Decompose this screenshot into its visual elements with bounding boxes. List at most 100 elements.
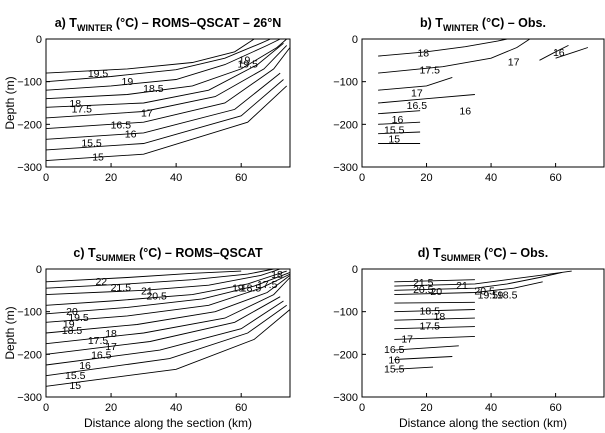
x-tick-label: 60: [235, 172, 247, 184]
contour-label: 16: [553, 47, 565, 59]
contour-label: 19.5: [68, 312, 89, 324]
contour-label: 17: [105, 341, 117, 353]
contour-line: [45, 42, 284, 108]
contour-label: 21.5: [413, 277, 434, 289]
contour-line: [539, 44, 569, 61]
contour-line: [45, 300, 284, 366]
contour-line: [394, 270, 572, 287]
contour-label: 17: [411, 87, 423, 99]
contour-line: [45, 277, 291, 345]
panel-title-prefix: a) T: [55, 16, 78, 30]
contour-label: 19: [232, 282, 244, 294]
contour-line: [45, 72, 281, 140]
x-axis-label: Distance along the section (km): [399, 416, 567, 430]
contour-label: 19: [63, 319, 75, 331]
contour-label: 18: [105, 328, 117, 340]
panel-title-prefix: b) T: [420, 16, 443, 30]
contour-label: 20.5: [474, 285, 495, 297]
contour-label: 16: [392, 114, 404, 126]
contour-label: 19: [492, 290, 504, 302]
y-tick-label: 0: [36, 264, 42, 276]
y-tick-label: 0: [352, 34, 358, 46]
panel-title-prefix: c) T: [73, 246, 96, 260]
contour-label: 19.5: [237, 59, 258, 71]
contour-line: [45, 271, 291, 315]
panel-title-subscript: SUMMER: [96, 253, 136, 263]
y-axis-label: Depth (m): [3, 306, 17, 359]
y-tick-label: 0: [352, 264, 358, 276]
contour-label: 17.5: [420, 65, 441, 77]
panel-title-subscript: WINTER: [77, 23, 113, 33]
y-tick-label: −100: [17, 77, 42, 89]
panel-title-subscript: SUMMER: [441, 253, 481, 263]
contour-label: 16: [388, 354, 400, 366]
contour-line: [45, 296, 281, 355]
panel-title-suffix: (°C) – Obs.: [481, 246, 549, 260]
x-tick-label: 40: [170, 402, 182, 414]
y-tick-label: −200: [333, 349, 358, 361]
contour-line: [45, 38, 271, 83]
x-tick-label: 60: [549, 172, 561, 184]
contour-label: 19: [121, 76, 133, 88]
contour-label: 18: [69, 98, 81, 110]
contour-line: [45, 79, 284, 151]
y-tick-label: −300: [17, 162, 42, 174]
contour-label: 18.5: [143, 83, 164, 95]
x-tick-label: 40: [170, 172, 182, 184]
contour-line: [394, 281, 543, 296]
contour-line: [378, 38, 508, 57]
contour-label: 18.5: [241, 282, 262, 294]
contour-line: [378, 121, 421, 125]
contour-label: 15: [388, 133, 400, 145]
contour-label: 17: [401, 334, 413, 346]
contour-line: [45, 275, 291, 334]
contour-line: [45, 304, 287, 377]
contour-line: [45, 270, 242, 283]
contour-line: [394, 279, 475, 283]
contour-label: 15.5: [384, 124, 405, 136]
x-tick-label: 60: [235, 402, 247, 414]
contour-line: [394, 335, 475, 340]
y-tick-label: −200: [333, 119, 358, 131]
y-tick-label: −300: [333, 162, 358, 174]
contour-label: 15.5: [81, 137, 102, 149]
contour-line: [378, 131, 421, 135]
y-tick-label: −100: [17, 307, 42, 319]
contour-label: 18.5: [62, 325, 83, 337]
contour-label: 18.5: [497, 290, 518, 302]
panel-title-suffix: (°C) – ROMS–QSCAT – 26°N: [112, 16, 281, 30]
contour-label: 18: [271, 269, 283, 281]
panel-title-subscript: WINTER: [443, 23, 479, 33]
y-tick-label: −200: [17, 349, 42, 361]
x-tick-label: 20: [420, 172, 432, 184]
contour-line: [378, 94, 475, 104]
y-tick-label: −200: [17, 119, 42, 131]
contour-line: [45, 270, 287, 306]
x-tick-label: 20: [105, 172, 117, 184]
contour-label: 16.5: [384, 344, 405, 356]
x-tick-label: 20: [420, 402, 432, 414]
contour-line: [45, 268, 281, 296]
contour-label: 22: [95, 276, 107, 288]
panel-b: 0 20 40 60 0 −100 −200 −300 b) TWINTER (°C) – Ob…: [333, 16, 605, 184]
panel-title-suffix: (°C) – Obs.: [478, 16, 546, 30]
contour-line: [378, 38, 531, 74]
contour-label: 21.5: [111, 282, 132, 294]
panel-title: c) TSUMMER (°C) – ROMS–QSCAT: [73, 246, 263, 263]
contour-label: 21: [456, 280, 468, 292]
contour-line: [378, 110, 421, 115]
contour-label: 17.5: [420, 320, 441, 332]
x-tick-label: 40: [485, 172, 497, 184]
contour-label: 16: [459, 106, 471, 118]
panel-title-suffix: (°C) – ROMS–QSCAT: [136, 246, 263, 260]
x-tick-label: 20: [105, 402, 117, 414]
x-tick-label: 60: [549, 402, 561, 414]
contour-label: 15: [69, 380, 81, 392]
axes-frame: [45, 38, 291, 168]
contour-label: 16: [79, 360, 91, 372]
contour-label: 16.5: [111, 119, 132, 131]
y-tick-label: −300: [17, 392, 42, 404]
y-tick-label: −100: [333, 307, 358, 319]
axes-frame: [45, 268, 291, 398]
contour-label: 16: [125, 129, 137, 141]
